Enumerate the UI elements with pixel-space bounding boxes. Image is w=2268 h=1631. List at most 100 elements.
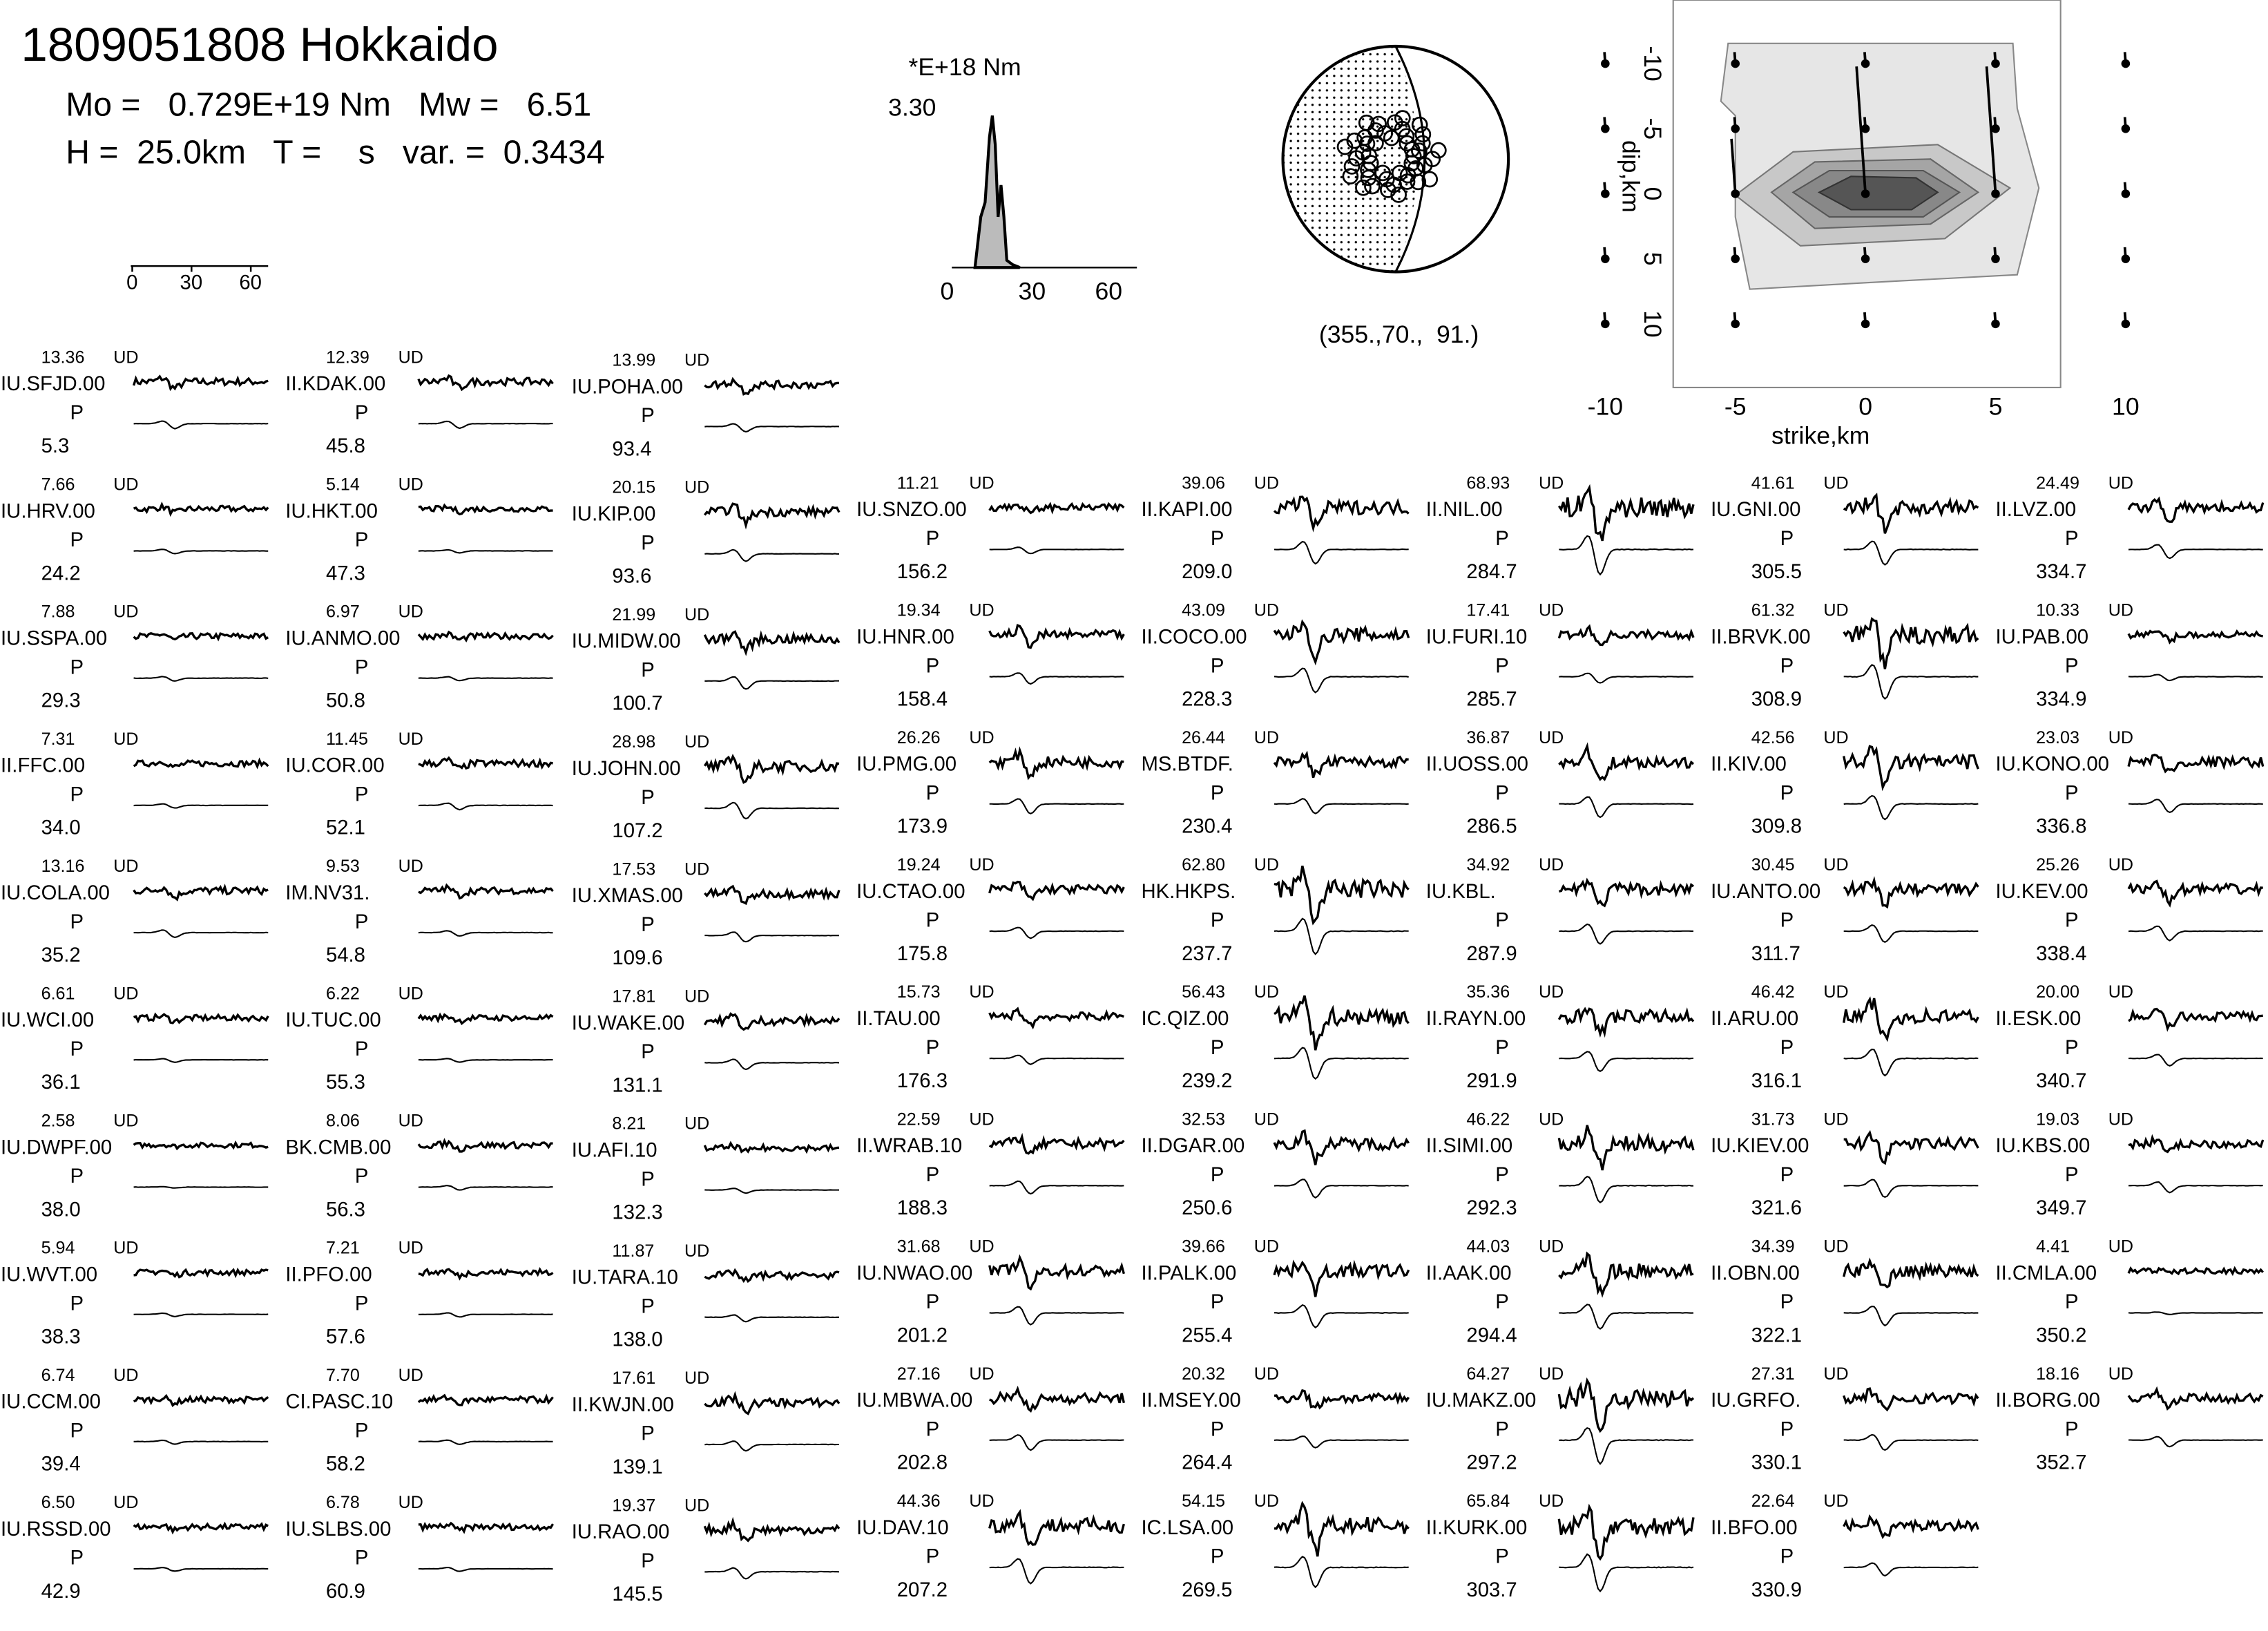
station-comp: UD xyxy=(2108,601,2133,620)
station-dist: 50.8 xyxy=(326,689,365,712)
subfault xyxy=(1601,59,1610,68)
station-dist: 34.0 xyxy=(41,817,81,839)
station-name: IU.JOHN.00 xyxy=(572,757,681,780)
station-amp: 17.81 xyxy=(612,987,655,1007)
station-phase: P xyxy=(641,531,655,554)
station-comp: UD xyxy=(1539,1491,1564,1511)
synthetic-waveform xyxy=(1559,1427,1694,1465)
observed-waveform xyxy=(417,1012,554,1025)
station-amp: 5.94 xyxy=(41,1239,75,1258)
synthetic-waveform xyxy=(1843,1048,1979,1077)
station-amp: 7.21 xyxy=(326,1239,360,1258)
station-dist: 5.3 xyxy=(41,435,70,457)
station-polarity xyxy=(1358,135,1376,152)
station-amp: 56.43 xyxy=(1182,982,1225,1002)
observed-waveform xyxy=(1843,1257,1979,1289)
stations: 13.36 UD IU.SFJD.00 P 5.3 7.66 UD IU.HRV.00 P 24.… xyxy=(1,347,2265,1605)
station-comp: UD xyxy=(684,1114,709,1134)
station-phase: P xyxy=(1780,654,1794,677)
stf-tick: 30 xyxy=(1019,277,1046,305)
station-dist: 38.0 xyxy=(41,1198,81,1221)
observed-waveform xyxy=(2127,879,2263,908)
station-name: IU.KIEV.00 xyxy=(1711,1134,1809,1157)
station-comp: UD xyxy=(1823,601,1848,620)
station-comp: UD xyxy=(684,732,709,752)
observed-waveform xyxy=(418,883,554,900)
station-comp: UD xyxy=(2108,1109,2133,1129)
station-name: IU.KBS.00 xyxy=(1995,1134,2090,1157)
station-phase: P xyxy=(641,1549,655,1572)
slip-ytick: 5 xyxy=(1639,252,1666,266)
station-phase: P xyxy=(926,1290,940,1313)
station-comp: UD xyxy=(1539,473,1564,493)
station-comp: UD xyxy=(1539,1237,1564,1257)
station-comp: UD xyxy=(113,1493,138,1512)
synthetic-waveform xyxy=(1843,1179,1979,1199)
observed-waveform xyxy=(703,754,840,784)
station-dist: 269.5 xyxy=(1182,1578,1232,1601)
station-dist: 303.7 xyxy=(1466,1578,1517,1601)
station-amp: 20.00 xyxy=(2036,982,2079,1002)
station-amp: 31.68 xyxy=(897,1237,941,1257)
slip-ytick: -10 xyxy=(1639,46,1666,81)
station-comp: UD xyxy=(1539,982,1564,1002)
synthetic-waveform xyxy=(1843,1433,1979,1451)
station-dist: 336.8 xyxy=(2036,815,2086,838)
station-name: II.OBN.00 xyxy=(1711,1261,1800,1284)
station-amp: 15.73 xyxy=(897,982,941,1002)
station-dist: 291.9 xyxy=(1466,1069,1517,1092)
station-dist: 93.6 xyxy=(612,565,651,588)
slip-xtick: 10 xyxy=(2112,393,2140,421)
observed-waveform xyxy=(988,1509,1125,1547)
station-comp: UD xyxy=(2108,982,2133,1002)
observed-waveform xyxy=(133,1012,269,1024)
station-phase: P xyxy=(2065,1290,2079,1313)
station-name: II.NIL.00 xyxy=(1426,498,1503,521)
station-amp: 61.32 xyxy=(1751,601,1795,620)
station-name: II.BFO.00 xyxy=(1711,1516,1797,1539)
observed-waveform xyxy=(1557,1503,1695,1561)
station-dist: 250.6 xyxy=(1182,1196,1232,1219)
synthetic-waveform xyxy=(989,1306,1124,1326)
station-polarity xyxy=(1348,150,1365,166)
station-name: IC.QIZ.00 xyxy=(1141,1007,1229,1030)
station-dist: 173.9 xyxy=(897,815,948,838)
observed-waveform xyxy=(1274,866,1410,926)
station-phase: P xyxy=(641,786,655,809)
synthetic-waveform xyxy=(2128,674,2263,682)
station-phase: P xyxy=(355,910,369,933)
station-comp: UD xyxy=(1539,855,1564,875)
station-amp: 6.97 xyxy=(326,602,360,622)
synthetic-waveform xyxy=(418,1567,553,1572)
station-name: IU.PMG.00 xyxy=(856,753,957,776)
synthetic-waveform xyxy=(1843,924,1979,944)
station-dist: 292.3 xyxy=(1466,1196,1517,1219)
station-amp: 6.61 xyxy=(41,984,75,1003)
station-name: IU.HKT.00 xyxy=(285,499,378,522)
station-comp: UD xyxy=(398,347,423,367)
station-amp: 35.36 xyxy=(1466,982,1510,1002)
station-comp: UD xyxy=(1823,855,1848,875)
station-comp: UD xyxy=(113,1112,138,1131)
synthetic-waveform xyxy=(1274,667,1409,694)
station-dist: 237.7 xyxy=(1182,942,1232,965)
observed-waveform xyxy=(2127,1386,2264,1411)
station-amp: 4.41 xyxy=(2036,1237,2070,1257)
observed-waveform xyxy=(418,1267,554,1281)
station-dist: 207.2 xyxy=(897,1578,948,1601)
observed-waveform xyxy=(133,1267,269,1279)
station-dist: 36.1 xyxy=(41,1071,81,1094)
station-amp: 46.22 xyxy=(1466,1109,1510,1129)
station-comp: UD xyxy=(1254,728,1279,747)
station-name: IU.KBL. xyxy=(1426,880,1496,903)
scale-tick: 0 xyxy=(126,271,137,294)
station-comp: UD xyxy=(969,601,994,620)
slip-vector xyxy=(1603,247,1607,259)
station-comp: UD xyxy=(684,1241,709,1261)
subfault xyxy=(1861,59,1870,68)
synthetic-waveform xyxy=(133,803,269,809)
synthetic-waveform xyxy=(704,676,840,690)
observed-waveform xyxy=(417,1393,554,1406)
observed-waveform xyxy=(132,374,269,392)
station-comp: UD xyxy=(969,1109,994,1129)
